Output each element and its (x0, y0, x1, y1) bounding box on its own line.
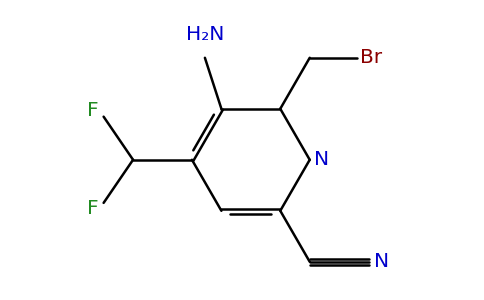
Text: N: N (375, 252, 390, 271)
Text: H₂N: H₂N (186, 25, 224, 44)
Text: F: F (87, 200, 99, 218)
Text: F: F (87, 101, 99, 120)
Text: N: N (315, 150, 330, 169)
Text: Br: Br (360, 48, 382, 67)
